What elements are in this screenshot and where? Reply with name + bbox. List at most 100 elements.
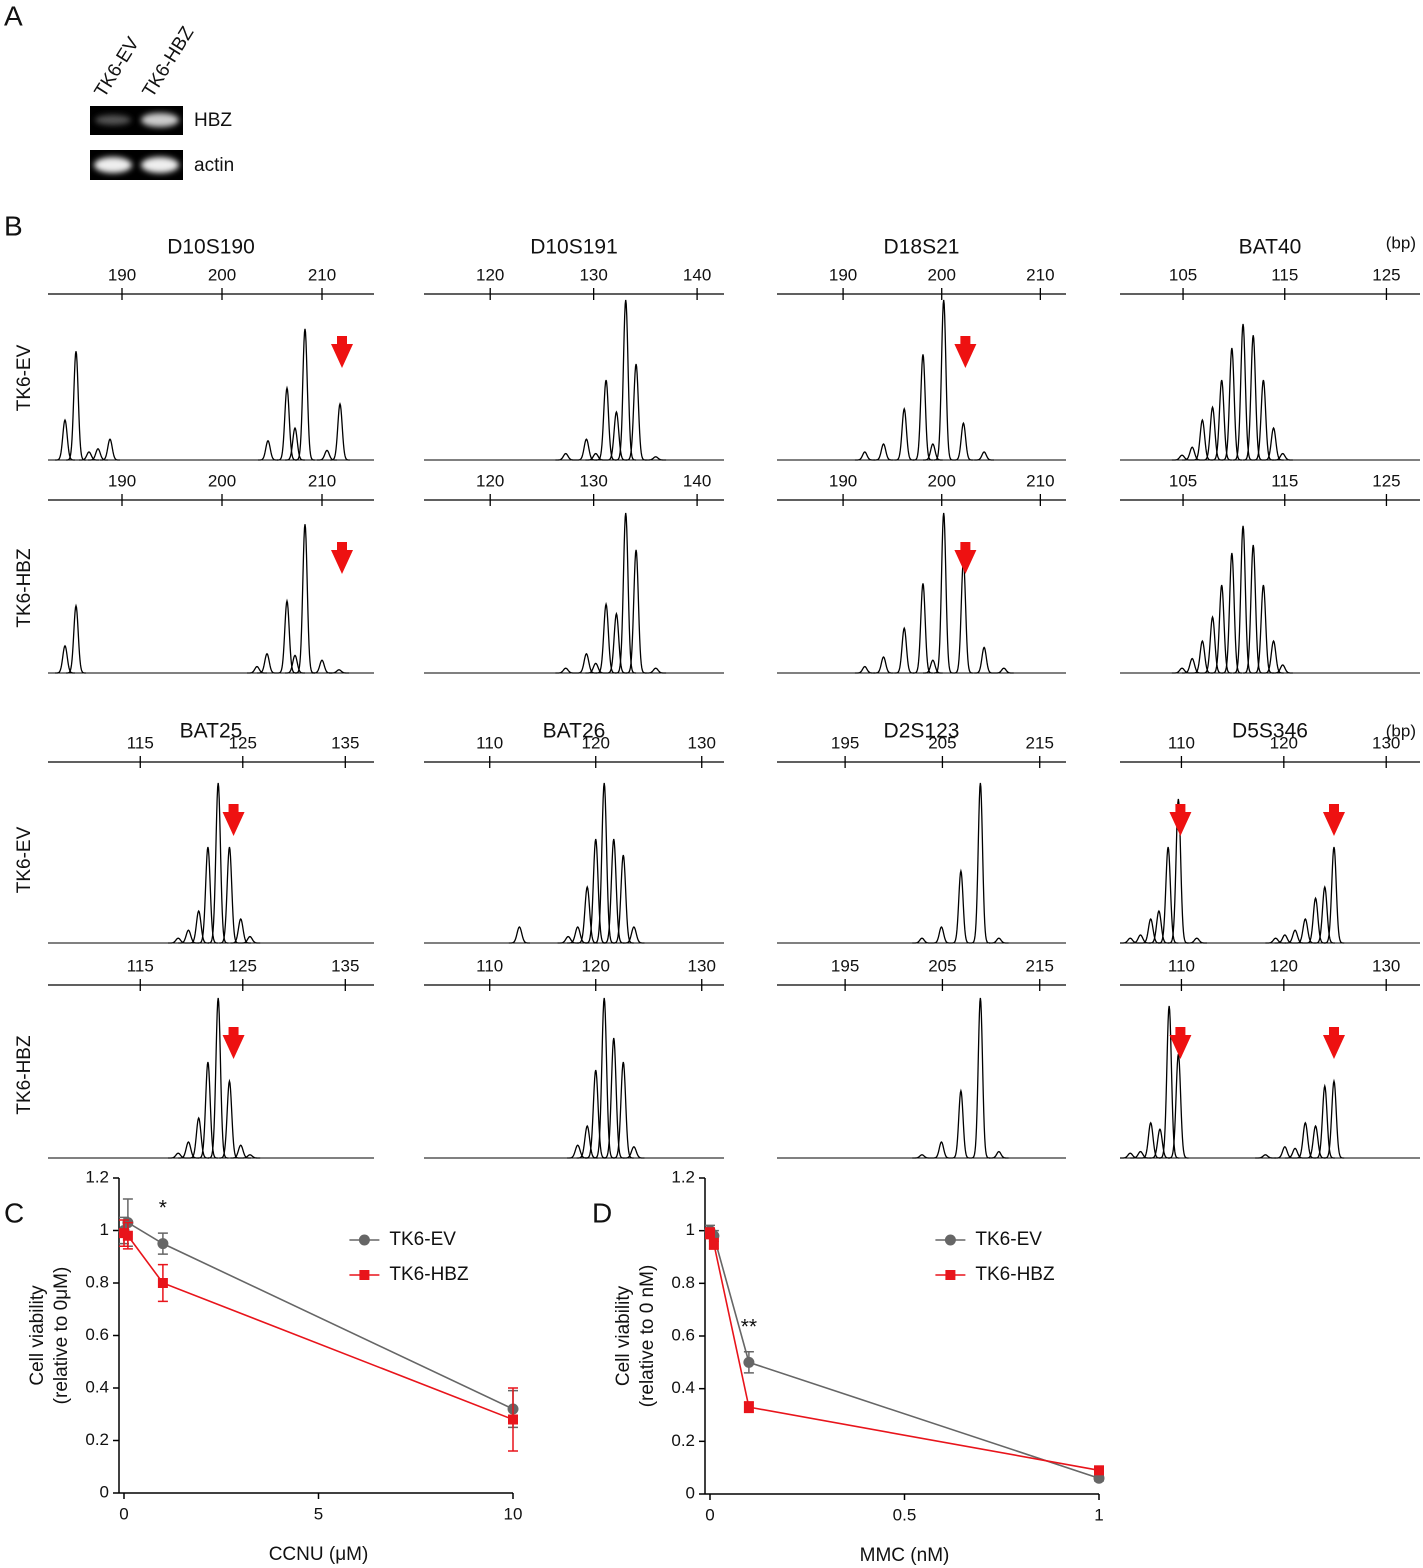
- point: [705, 1228, 715, 1239]
- panel-label: B: [4, 210, 23, 241]
- arrow: [222, 804, 245, 836]
- peak: [329, 402, 351, 461]
- marker-title: BAT26: [543, 720, 606, 743]
- peak: [1211, 379, 1232, 461]
- annotation: **: [741, 1315, 757, 1338]
- peak: [1186, 937, 1208, 944]
- peak: [595, 601, 617, 674]
- peak: [1148, 909, 1170, 944]
- panel-label: D: [592, 1197, 612, 1228]
- x-tick-label: 210: [1026, 265, 1054, 284]
- peak: [612, 854, 634, 944]
- peak: [1182, 657, 1203, 674]
- peak: [922, 443, 943, 461]
- peak: [230, 917, 251, 944]
- peak: [1202, 615, 1223, 674]
- peak: [625, 363, 647, 461]
- gel-band: [95, 115, 131, 125]
- x-tick-label: 130: [688, 733, 716, 752]
- peak: [258, 439, 278, 461]
- y-axis-label: Cell viability: [613, 1285, 634, 1386]
- peak: [1221, 552, 1243, 674]
- legend-marker: [944, 1234, 956, 1246]
- peak: [612, 1061, 634, 1159]
- peak: [1323, 1078, 1345, 1159]
- y-axis-label: (relative to 0μM): [51, 1267, 72, 1405]
- peak: [567, 1144, 589, 1159]
- arrow: [1169, 1027, 1192, 1059]
- peak: [239, 935, 261, 944]
- peak: [1274, 934, 1296, 944]
- unit-label: (bp): [1386, 233, 1416, 252]
- peak: [912, 1154, 932, 1159]
- peak: [1130, 934, 1151, 944]
- x-tick-label: 210: [1026, 471, 1054, 490]
- peak: [615, 299, 637, 461]
- panel-label: A: [4, 0, 23, 31]
- band-label: actin: [194, 155, 234, 176]
- unit-label: (bp): [1386, 721, 1416, 740]
- peak: [294, 524, 316, 674]
- y-tick-label: 0: [100, 1482, 109, 1501]
- peak: [285, 654, 305, 674]
- marker-title: D5S346: [1232, 720, 1308, 743]
- panel-label: C: [4, 1197, 24, 1228]
- peak: [329, 669, 349, 674]
- point: [157, 1278, 168, 1288]
- peak: [623, 926, 645, 944]
- peak: [508, 926, 531, 944]
- peak: [1120, 937, 1141, 944]
- peak: [1305, 896, 1326, 944]
- peak: [555, 667, 577, 674]
- x-tick-label: 130: [688, 956, 716, 975]
- y-tick-label: 0.2: [85, 1430, 109, 1449]
- point: [122, 1230, 133, 1241]
- arrow: [954, 336, 977, 368]
- x-tick-label: 130: [579, 471, 607, 490]
- peak: [913, 354, 933, 461]
- peak: [603, 1037, 625, 1159]
- peak: [593, 782, 615, 944]
- arrow: [222, 1027, 245, 1059]
- arrow: [1322, 1027, 1345, 1059]
- x-tick-label: 0: [705, 1505, 714, 1524]
- marker-title: BAT40: [1239, 236, 1302, 259]
- x-tick-label: 210: [308, 471, 336, 490]
- peak: [1265, 937, 1286, 944]
- peak: [645, 456, 667, 461]
- peak: [974, 646, 994, 674]
- y-tick-label: 0.2: [671, 1431, 695, 1450]
- peak: [100, 438, 120, 461]
- peak: [606, 611, 627, 674]
- peak: [247, 665, 267, 674]
- arrow: [1322, 804, 1345, 836]
- lane-label: TK6-HBZ: [139, 23, 199, 102]
- peak: [1243, 544, 1264, 674]
- peak: [167, 1152, 189, 1159]
- y-tick-label: 1: [686, 1220, 695, 1239]
- peak: [931, 1141, 952, 1159]
- peak: [197, 846, 219, 944]
- peak: [1202, 405, 1223, 461]
- peak: [567, 926, 589, 944]
- peak: [894, 626, 915, 674]
- x-tick-label: 120: [1270, 956, 1298, 975]
- gel-band: [94, 157, 132, 173]
- peak: [1295, 917, 1316, 944]
- x-tick-label: 115: [1271, 471, 1298, 490]
- peak: [576, 1124, 598, 1159]
- y-tick-label: 0.8: [671, 1273, 695, 1292]
- row-label: TK6-EV: [14, 826, 35, 893]
- peak: [933, 512, 954, 674]
- peak: [88, 448, 108, 461]
- x-tick-label: 195: [831, 956, 859, 975]
- peak: [1253, 379, 1274, 461]
- y-tick-label: 0: [686, 1483, 695, 1502]
- peak: [1211, 584, 1232, 674]
- x-tick-label: 1: [1094, 1505, 1103, 1524]
- peak: [873, 656, 894, 674]
- peak: [912, 937, 932, 944]
- peak: [953, 421, 974, 461]
- point: [1094, 1465, 1104, 1476]
